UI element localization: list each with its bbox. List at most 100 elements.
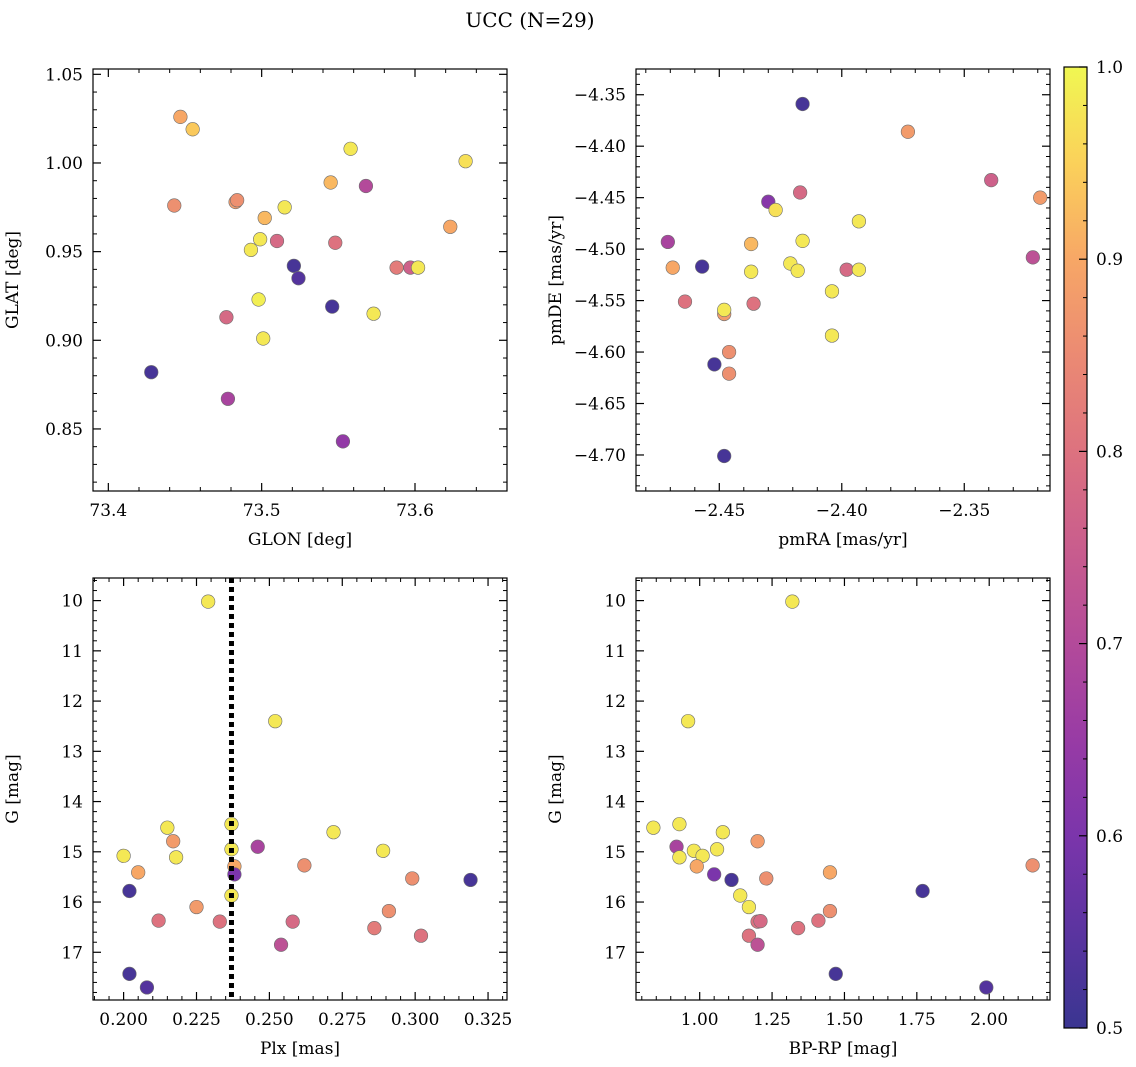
scatter-point <box>672 850 687 865</box>
scatter-point <box>753 914 768 929</box>
scatter-point <box>672 817 687 832</box>
scatter-point <box>131 865 146 880</box>
scatter-point <box>721 366 737 381</box>
x-axis-label: GLON [deg] <box>248 530 352 550</box>
panel-plx-g: 0.200 0.225 0.250 0.275 0.300 0.325 10 11 12 13 14… <box>3 577 512 1059</box>
scatter-point <box>219 310 234 325</box>
y-tick-label: −4.60 <box>574 343 626 363</box>
scatter-point <box>744 264 759 279</box>
scatter-point <box>822 903 838 919</box>
colorbar-tick-label: 0.9 <box>1096 250 1123 270</box>
colorbar-tick-label: 0.6 <box>1096 827 1123 847</box>
x-tick-label: 2.00 <box>970 1010 1008 1030</box>
scatter-point <box>253 232 268 247</box>
scatter-point <box>750 834 765 849</box>
scatter-point <box>681 714 696 729</box>
y-tick-label: −4.40 <box>574 137 626 157</box>
scatter-point <box>285 914 300 929</box>
scatter-point <box>325 299 340 314</box>
y-tick-label: −4.70 <box>574 446 626 466</box>
scatter-point <box>795 96 810 112</box>
scatter-point <box>689 859 704 874</box>
y-tick-label: 0.95 <box>45 243 83 263</box>
colorbar-tick-label: 0.7 <box>1096 635 1123 655</box>
scatter-point <box>744 236 759 252</box>
scatter-point <box>721 344 737 360</box>
panel-pmra-pmde: −2.45 −2.40 −2.35 −4.70 −4.65 −4.60 −4.55 −4.50… <box>546 68 1051 550</box>
y-tick-label: 15 <box>61 843 83 863</box>
x-axis-label: BP-RP [mag] <box>789 1039 898 1059</box>
x-tick-label: 73.4 <box>89 501 127 521</box>
y-tick-label: −4.50 <box>574 240 626 260</box>
colorbar: 0.5 0.6 0.7 0.8 0.9 1.0 <box>1063 58 1123 1039</box>
scatter-point <box>458 154 473 169</box>
axes-frame <box>635 577 1051 1001</box>
scatter-point <box>717 302 732 317</box>
y-tick-label: 12 <box>61 692 83 712</box>
scatter-point <box>328 235 343 250</box>
x-tick-label: −2.45 <box>693 501 745 521</box>
scatter-point <box>268 714 283 729</box>
x-tick-label: 0.250 <box>245 1010 294 1030</box>
scatter-point <box>790 263 805 278</box>
y-tick-label: 13 <box>604 742 626 762</box>
y-tick-label: 17 <box>61 943 83 963</box>
y-tick-label: 0.85 <box>45 420 83 440</box>
scatter-point <box>166 834 181 849</box>
y-tick-label: 11 <box>61 642 83 662</box>
x-tick-label: 73.5 <box>243 501 281 521</box>
scatter-point <box>785 594 800 609</box>
scatter-point <box>741 928 757 943</box>
scatter-point <box>733 888 748 903</box>
x-tick-label: 0.275 <box>318 1010 367 1030</box>
y-tick-label: 14 <box>604 793 626 813</box>
scatter-point <box>160 820 175 835</box>
scatter-point <box>746 296 761 311</box>
scatter-point <box>677 294 693 309</box>
scatter-point <box>851 262 867 277</box>
scatter-point <box>358 178 374 194</box>
x-tick-label: 1.75 <box>898 1010 936 1030</box>
scatter-point <box>269 233 285 249</box>
scatter-point <box>1025 858 1040 873</box>
x-axis-label: pmRA [mas/yr] <box>778 530 907 550</box>
scatter-point <box>326 825 341 840</box>
scatter-point <box>1025 250 1040 265</box>
panel-glon-glat: 73.4 73.5 73.6 0.85 0.90 0.95 1.00 1.05 GLON [de… <box>3 65 508 550</box>
scatter-point <box>660 234 675 250</box>
scatter-point <box>824 328 840 343</box>
x-tick-label: −2.35 <box>938 501 990 521</box>
y-tick-label: 10 <box>61 592 83 612</box>
y-tick-label: 15 <box>604 843 626 863</box>
scatter-point <box>189 899 204 915</box>
x-tick-label: 0.225 <box>172 1010 221 1030</box>
scatter-point <box>230 193 245 208</box>
scatter-point <box>822 865 838 880</box>
scatter-point <box>389 260 404 275</box>
scatter-point <box>122 966 137 981</box>
colorbar-gradient <box>1064 67 1087 1028</box>
scatter-point <box>915 883 930 899</box>
scatter-point <box>173 109 188 124</box>
scatter-point <box>665 260 680 275</box>
scatter-point <box>759 871 774 886</box>
axes-frame <box>635 68 1051 492</box>
colorbar-tick-label: 0.8 <box>1096 442 1123 462</box>
colorbar-tick-label: 1.0 <box>1096 58 1123 78</box>
y-axis-label: G [mag] <box>3 754 23 823</box>
y-tick-label: 0.90 <box>45 331 83 351</box>
x-tick-label: 0.300 <box>391 1010 440 1030</box>
y-tick-label: 17 <box>604 943 626 963</box>
scatter-point <box>724 872 739 888</box>
y-axis-label: pmDE [mas/yr] <box>546 215 566 345</box>
scatter-point <box>251 292 266 307</box>
scatter-point <box>277 200 292 215</box>
scatter-point <box>375 843 391 858</box>
y-tick-label: 14 <box>61 793 83 813</box>
scatter-point <box>256 331 271 346</box>
scatter-point <box>709 842 725 857</box>
scatter-point <box>212 914 227 929</box>
scatter-point <box>741 899 757 915</box>
figure-title: UCC (N=29) <box>465 8 594 32</box>
colorbar-frame <box>1063 66 1088 1029</box>
